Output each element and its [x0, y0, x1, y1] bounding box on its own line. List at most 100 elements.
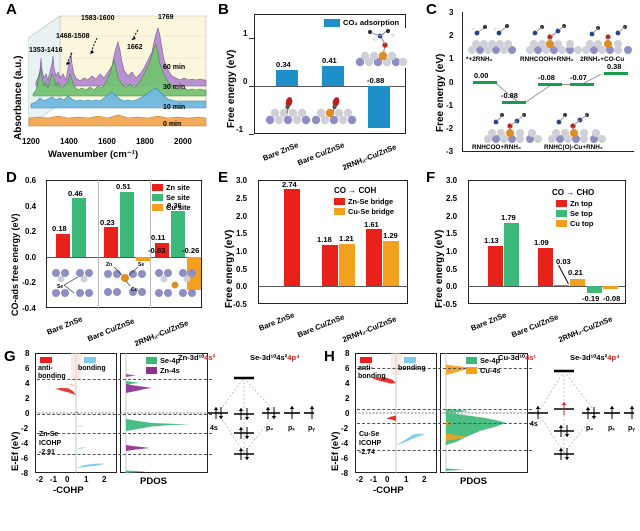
panel-f-bar-cu-1 — [570, 278, 585, 287]
panel-b-ylabel: Free energy (eV) — [226, 49, 237, 128]
panel-a-annotation-1468-1508: 1468-1508 — [56, 33, 90, 40]
panel-a: A Absorbance (a.u.) — [0, 0, 212, 168]
panel-h-right-config-text: Se-3d¹⁰4s² — [570, 353, 608, 362]
panel-h-antibonding-label: anti-bonding — [358, 365, 386, 380]
panel-f-zero-line — [468, 286, 626, 288]
panel-g-level-line-2 — [37, 433, 212, 434]
panel-h-mo-diagram — [528, 369, 634, 460]
panel-a-annotation-1769: 1769 — [158, 14, 174, 21]
panel-b-inset-2rnh2-cuznse — [355, 28, 407, 68]
panel-h-left-config-text: Cu-3d¹⁰ — [498, 353, 526, 362]
panel-g-legend-label-zn4s: Zn-4s — [160, 366, 180, 375]
panel-e-bar-znse-0 — [284, 189, 300, 287]
panel-a-3d-spectra — [28, 15, 207, 127]
panel-c-level-3 — [570, 83, 594, 86]
panel-d-value-zn-0: 0.18 — [52, 224, 67, 233]
panel-f-value-zn-1: 1.09 — [534, 238, 549, 247]
panel-h-xtick-0: 0 — [385, 475, 390, 484]
panel-c-state-top-1: RNHCOOH+RNH₂ — [520, 56, 574, 63]
panel-d-value-zn-2: 0.11 — [151, 233, 166, 242]
legend-swatch-icon — [466, 367, 477, 374]
panel-f-label: F — [426, 169, 436, 186]
panel-f-reaction-label: CO → CHO — [552, 188, 595, 197]
panel-h: H E-Ef (eV) 8 6 4 2 0 -2 -4 -6 -8 — [320, 343, 640, 531]
panel-d-value-se-0: 0.46 — [68, 189, 83, 198]
panel-f-ytick-2.0: 2.0 — [446, 212, 458, 221]
panel-f-value-cu-2: -0.08 — [603, 294, 621, 303]
panel-g-pdos-xlabel: PDOS — [140, 476, 167, 487]
panel-f-legend-label-cu: Cu top — [570, 219, 594, 228]
panel-d-ytick-0.0: 0.0 — [25, 253, 37, 262]
panel-g-ytick--4: -4 — [21, 439, 29, 448]
panel-d-value-se-2: 0.36 — [167, 201, 182, 210]
panel-g-orbital-px: pₓ — [288, 425, 295, 432]
panel-c-state-bottom-0: RNHCOO+RNH₃ — [472, 144, 521, 151]
panel-g-legend-item-zn4s: Zn-4s — [146, 366, 180, 375]
panel-b-legend-item-co2: CO₂ adsorption — [324, 18, 399, 27]
panel-g-xtick-2: 2 — [102, 475, 107, 484]
panel-a-annotation-1662: 1662 — [127, 44, 143, 51]
legend-swatch-icon — [84, 357, 96, 363]
panel-d-value-cu-1: -0.03 — [148, 246, 166, 255]
svg-text:Zn: Zn — [106, 262, 112, 268]
panel-g-level-line-1 — [37, 414, 212, 416]
panel-c-ylabel: Free energy (eV) — [435, 53, 446, 132]
panel-d-label: D — [6, 169, 17, 186]
panel-d-legend-item-cu: Cu site — [152, 203, 191, 212]
panel-d-bar-cu-1 — [136, 256, 150, 261]
legend-swatch-icon — [146, 367, 157, 374]
panel-g-xtick--2: -2 — [36, 475, 44, 484]
panel-e-legend-item-cuse: Cu-Se bridge — [334, 207, 394, 216]
panel-f-ytick-1.0: 1.0 — [446, 247, 458, 256]
panel-f-value-se-1: 0.03 — [556, 257, 571, 266]
panel-a-xtick-1200: 1200 — [22, 137, 40, 146]
panel-e-ytick-0.5: 0.5 — [236, 265, 248, 274]
panel-g-level-line-3 — [37, 454, 212, 455]
panel-g-ytick-6: 6 — [25, 364, 30, 373]
panel-b-tickmark — [249, 86, 254, 87]
panel-c-ytick-1: 1 — [449, 54, 454, 63]
panel-d-inset-2 — [155, 269, 196, 297]
panel-c-state-bottom-1: RNHC(O)-Cu+RNH₃ — [544, 144, 603, 151]
panel-c-ytick-0: 0 — [449, 78, 454, 87]
panel-h-ytick--6: -6 — [341, 454, 349, 463]
panel-f-bar-se-2 — [587, 286, 602, 293]
panel-d-inset-0: Se — [52, 269, 93, 297]
panel-e-label: E — [218, 169, 229, 186]
panel-b-value-2: -0.88 — [367, 76, 385, 85]
panel-g-level-line-0 — [37, 378, 212, 380]
panel-c-label: C — [426, 1, 437, 18]
panel-d-bar-se-1 — [120, 191, 134, 257]
legend-swatch-icon — [466, 357, 477, 364]
panel-d-zero-line — [46, 256, 202, 258]
panel-e-value-4: 1.29 — [383, 231, 398, 240]
panel-g-legend-item-se4p: Se-4p — [146, 356, 180, 365]
panel-g: G E-Ef (eV) 8 6 4 2 0 -2 -4 -6 -8 — [0, 343, 320, 531]
panel-c-level-4 — [604, 72, 628, 75]
legend-swatch-icon — [334, 198, 345, 205]
panel-e: E Free energy (eV) 3.0 2.5 2.0 1.5 1.0 0… — [212, 168, 422, 344]
panel-d-group-divider — [150, 180, 151, 308]
svg-text:Cu: Cu — [131, 287, 138, 293]
panel-e-value-0: 2.74 — [282, 180, 297, 189]
panel-c-structure-top-1 — [526, 24, 582, 54]
panel-a-ylabel: Absorbance (a.u.) — [13, 55, 24, 140]
panel-g-ytick--6: -6 — [21, 454, 29, 463]
panel-b-tickmark — [249, 38, 254, 39]
panel-e-reaction-label: CO → COH — [334, 186, 377, 195]
panel-a-xtick-1400: 1400 — [60, 137, 78, 146]
panel-c-value-3: -0.07 — [570, 73, 587, 82]
panel-c-ytick--2: -2 — [446, 124, 454, 133]
panel-h-ytick-8: 8 — [345, 349, 350, 358]
panel-f-ytick-0.0: 0.0 — [446, 282, 458, 291]
panel-b-inset-bare-znse — [265, 96, 311, 126]
panel-h-level-line-2 — [357, 422, 532, 424]
panel-h-pdos-xlabel: PDOS — [460, 476, 487, 487]
panel-f-bar-se-1 — [554, 285, 569, 287]
panel-g-ytick--2: -2 — [21, 424, 29, 433]
panel-g-ytick-4: 4 — [25, 379, 30, 388]
panel-e-bar-znse-2 — [366, 229, 382, 287]
panel-h-level-line-3 — [357, 450, 532, 452]
panel-g-left-config-red: 4s² — [204, 353, 216, 362]
